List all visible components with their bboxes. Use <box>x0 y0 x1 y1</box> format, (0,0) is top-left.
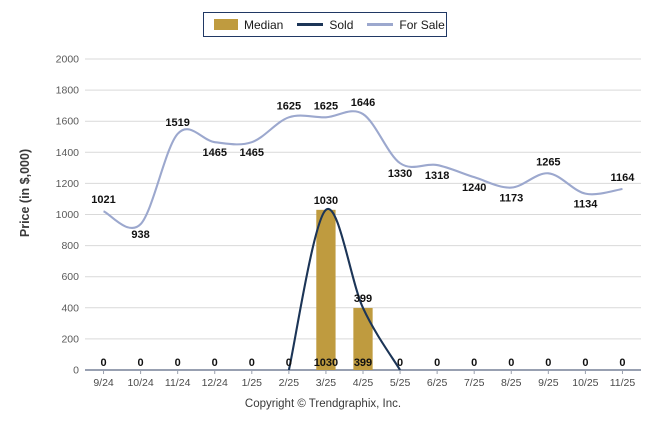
sold-data-label: 399 <box>354 357 372 369</box>
y-axis-tick-label: 800 <box>61 240 79 252</box>
sold-data-label: 0 <box>582 357 588 369</box>
y-axis-tick-label: 0 <box>73 365 79 377</box>
for-sale-data-label: 1465 <box>240 147 264 159</box>
x-axis-tick-label: 10/25 <box>572 377 598 389</box>
plot-area: 0 200 400 600 800 1000 1200 1400 1600 1800 2000 9/2… <box>56 54 641 389</box>
sold-data-label: 0 <box>286 357 292 369</box>
y-axis-tick-label: 200 <box>61 333 79 345</box>
y-axis-tick-label: 2000 <box>56 54 80 66</box>
y-axis-tick-label: 1400 <box>56 147 80 159</box>
sold-data-label: 0 <box>619 357 625 369</box>
sold-data-label: 0 <box>212 357 218 369</box>
sold-data-label: 0 <box>138 357 144 369</box>
y-axis-tick-label: 1200 <box>56 178 80 190</box>
sold-data-label: 0 <box>397 357 403 369</box>
for-sale-data-label: 1173 <box>499 193 523 205</box>
copyright-text: Copyright © Trendgraphix, Inc. <box>244 398 402 410</box>
for-sale-data-label: 1265 <box>536 156 560 168</box>
y-axis-tick-label: 400 <box>61 302 79 314</box>
y-axis-tick-label: 600 <box>61 271 79 283</box>
y-axis-tick-label: 1000 <box>56 209 80 221</box>
bar <box>316 209 336 370</box>
chart-legend: Median Sold For Sale <box>203 12 447 37</box>
legend-label-for-sale: For Sale <box>399 17 445 32</box>
legend-label-sold: Sold <box>329 17 354 32</box>
for-sale-data-label: 1519 <box>165 117 189 129</box>
sold-data-label: 0 <box>249 357 255 369</box>
for-sale-data-label: 1240 <box>462 182 486 194</box>
sold-data-label: 0 <box>434 357 440 369</box>
for-sale-data-label: 1625 <box>277 100 301 112</box>
bar <box>353 307 373 370</box>
x-axis-tick-label: 9/25 <box>538 377 559 389</box>
x-axis-tick-label: 1/25 <box>242 377 263 389</box>
for-sale-data-label: 1164 <box>611 172 636 184</box>
sold-swatch-icon <box>297 23 324 26</box>
x-axis-tick-label: 11/25 <box>610 377 636 389</box>
sold-data-label: 0 <box>100 357 106 369</box>
for-sale-data-label: 1318 <box>425 170 449 182</box>
x-axis-tick-label: 2/25 <box>279 377 300 389</box>
for-sale-swatch-icon <box>367 23 394 26</box>
legend-item-for-sale[interactable]: For Sale <box>367 17 445 32</box>
legend-item-median[interactable]: Median <box>214 18 283 32</box>
y-axis-tick-label: 1800 <box>56 85 80 97</box>
for-sale-data-label: 1646 <box>351 97 375 109</box>
x-axis-tick-label: 10/24 <box>127 377 153 389</box>
sold-line <box>287 208 401 371</box>
sold-data-label: 0 <box>508 357 514 369</box>
for-sale-data-label: 1625 <box>314 100 338 112</box>
legend-label-median: Median <box>244 17 284 32</box>
x-axis-tick-label: 7/25 <box>464 377 485 389</box>
median-swatch-icon <box>214 19 238 30</box>
legend-item-sold[interactable]: Sold <box>297 18 353 32</box>
median-data-label: 399 <box>354 293 372 305</box>
x-axis-tick-label: 5/25 <box>390 377 411 389</box>
for-sale-data-label: 938 <box>131 229 149 241</box>
x-axis-tick-label: 12/24 <box>202 377 228 389</box>
median-data-label: 1030 <box>314 195 338 207</box>
sold-data-label: 0 <box>545 357 551 369</box>
for-sale-data-label: 1134 <box>573 199 598 211</box>
x-axis-tick-label: 4/25 <box>353 377 374 389</box>
y-axis-tick-label: 1600 <box>56 116 80 128</box>
x-axis-tick-label: 11/24 <box>165 377 191 389</box>
x-axis-tick-label: 8/25 <box>501 377 522 389</box>
for-sale-data-label: 1021 <box>91 194 115 206</box>
for-sale-data-label: 1330 <box>388 168 412 180</box>
sold-data-label: 1030 <box>314 357 338 369</box>
x-axis-tick-label: 9/24 <box>93 377 114 389</box>
sold-data-label: 0 <box>471 357 477 369</box>
for-sale-line <box>103 110 623 229</box>
x-axis-tick-label: 3/25 <box>316 377 337 389</box>
for-sale-data-label: 1465 <box>202 147 226 159</box>
x-axis-tick-label: 6/25 <box>427 377 448 389</box>
sold-data-label: 0 <box>175 357 181 369</box>
